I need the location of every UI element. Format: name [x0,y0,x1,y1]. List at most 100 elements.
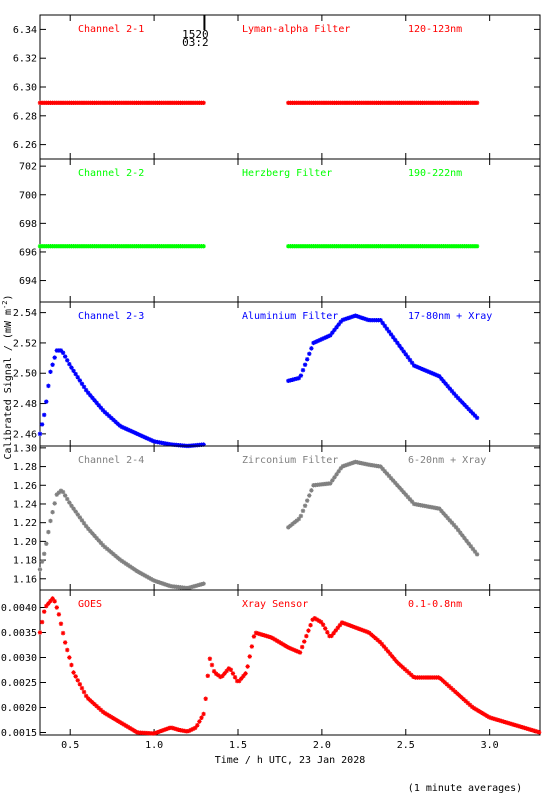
data-point [144,436,150,441]
data-point [165,726,171,731]
data-point [41,609,47,614]
panel-title-right: 6-20nm + Xray [408,455,486,466]
data-point [266,634,271,639]
data-point [71,506,76,511]
data-point [102,410,108,415]
data-point [467,702,473,708]
data-point [241,673,246,679]
data-point [357,314,362,320]
data-point [474,707,479,712]
data-point [117,557,122,562]
data-point [44,603,49,609]
data-point [224,668,229,674]
data-point [258,631,263,637]
data-point [130,429,135,434]
data-point [88,698,93,703]
data-point [534,729,540,734]
data-point [309,346,314,351]
data-point [127,428,133,433]
data-point [130,727,135,732]
data-point [513,723,519,728]
data-point [79,685,85,691]
data-point [157,580,162,585]
data-point [121,425,127,431]
data-point [472,549,478,554]
data-point [462,535,467,541]
data-point [197,719,202,724]
data-point [330,478,335,483]
data-point [107,713,112,718]
data-point [134,729,139,735]
data-point [466,541,471,546]
data-point [298,373,304,378]
data-point [163,727,169,732]
data-point [352,624,357,630]
data-point [401,490,406,495]
data-point [54,605,59,610]
data-point [420,367,425,372]
data-point [109,550,114,555]
data-point [67,361,72,367]
y-axis-label-exp: -2 [1,301,9,309]
data-point [46,601,51,606]
data-point [155,730,160,735]
data-point [325,630,330,635]
data-point [432,372,438,377]
data-point [524,726,529,731]
y-tick-label: 0.0015 [1,728,37,739]
marker-label-top: 1520 [182,28,209,41]
data-point [520,725,525,730]
data-point [306,628,311,633]
panel-2: 694 696 698 700 702 Channel 2-2 Herzberg Filte… [19,158,541,303]
data-point [353,313,358,318]
data-point [371,634,376,639]
data-point [390,654,395,659]
series-segment-1 [37,596,542,736]
data-point [486,714,492,720]
data-point [337,622,343,628]
data-point [230,671,236,676]
y-tick-label: 700 [19,190,37,201]
data-point [396,661,401,666]
y-tick-label: 6.32 [13,54,37,65]
data-point [92,702,97,707]
data-point [86,526,91,531]
data-point [319,336,325,342]
data-point [380,466,385,472]
data-point [281,642,286,647]
data-point [286,525,291,530]
data-point [62,640,68,645]
data-point [351,314,356,319]
data-point [349,461,354,466]
data-point [50,596,55,601]
data-point [52,355,57,360]
data-point [436,675,441,680]
data-point [292,520,297,525]
data-point [495,717,500,722]
data-point [379,641,385,647]
data-point [383,646,389,652]
data-point [409,360,415,366]
data-point [44,399,49,404]
data-point [444,682,450,687]
data-point [239,676,244,681]
data-point [52,599,57,604]
data-point [127,564,133,569]
data-point [435,373,440,378]
data-point [151,438,156,444]
data-point [443,513,448,518]
data-point [330,330,335,335]
data-point [334,472,339,477]
data-point [299,644,305,650]
data-point [344,316,350,321]
data-point [199,715,204,720]
data-point [56,612,62,617]
data-point [439,376,444,381]
series-segment-2 [286,313,480,421]
data-point [334,325,339,330]
data-point [403,352,408,357]
data-point [409,499,415,504]
data-point [48,369,53,375]
data-point [140,572,145,577]
data-point [422,367,427,373]
